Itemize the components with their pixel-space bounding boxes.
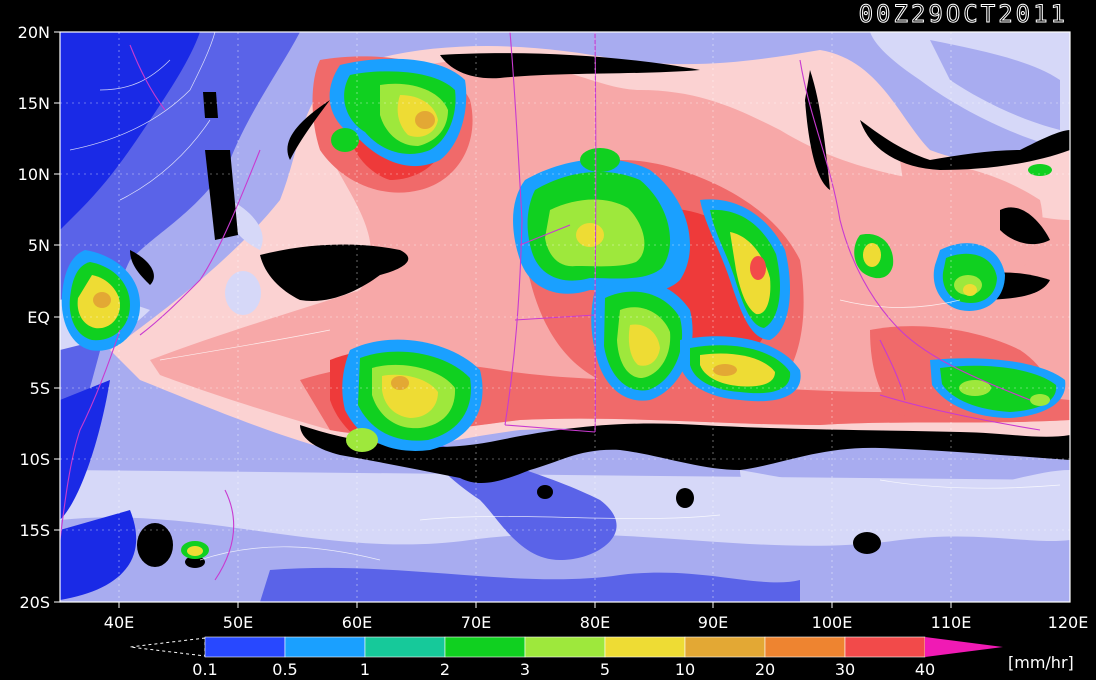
- colorbar-label: 10: [675, 660, 695, 679]
- colorbar-label: 20: [755, 660, 775, 679]
- colorbar-label: 3: [520, 660, 530, 679]
- colorbar-label: 1: [360, 660, 370, 679]
- colorbar-label: 0.1: [192, 660, 217, 679]
- colorbar-lower-arrow: [129, 637, 206, 657]
- no-rain-zones: [130, 53, 1070, 568]
- graticule: [60, 32, 1070, 602]
- colorbar-label: 30: [835, 660, 855, 679]
- colorbar-label: 5: [600, 660, 610, 679]
- map-timestamp: 00Z29OCT2011: [858, 0, 1068, 29]
- lat-label: 20N: [18, 23, 50, 42]
- lat-label: 10S: [19, 450, 50, 469]
- lat-label: 5N: [28, 236, 50, 255]
- contours: [69, 32, 1061, 561]
- colorbar-swatch: [444, 636, 526, 658]
- lon-label: 120E: [1048, 613, 1089, 632]
- lon-label: 100E: [812, 613, 853, 632]
- convective-cells: [61, 58, 1066, 559]
- colorbar-upper-arrow: [925, 637, 1003, 657]
- colorbar-label: 2: [440, 660, 450, 679]
- lon-label: 110E: [931, 613, 972, 632]
- colorbar-swatch: [684, 636, 766, 658]
- latitude-axis: 20N 15N 10N 5N EQ 5S 10S 15S 20S: [18, 23, 60, 612]
- colorbar-swatch: [764, 636, 846, 658]
- unit-label: [mm/hr]: [1008, 653, 1074, 672]
- colorbar-swatch: [364, 636, 446, 658]
- lat-label: 15S: [19, 521, 50, 540]
- lat-label: 20S: [19, 593, 50, 612]
- colorbar-swatch: [284, 636, 366, 658]
- colorbar-label: 40: [915, 660, 935, 679]
- lat-label: 15N: [18, 94, 50, 113]
- lon-label: 50E: [223, 613, 253, 632]
- lat-label: EQ: [27, 308, 50, 327]
- lat-label: 5S: [30, 379, 50, 398]
- lon-label: 40E: [104, 613, 134, 632]
- lon-label: 70E: [461, 613, 491, 632]
- colorbar-swatch: [604, 636, 686, 658]
- longitude-axis: 40E 50E 60E 70E 80E 90E 100E 110E 120E: [104, 602, 1089, 632]
- lon-label: 60E: [342, 613, 372, 632]
- colorbar-label: 0.5: [272, 660, 297, 679]
- colorbar-swatch: [524, 636, 606, 658]
- lon-label: 80E: [580, 613, 610, 632]
- colorbar-swatch: [204, 636, 286, 658]
- colorbar: 0.1 0.5 1 2 3 5 10 20 30 40: [129, 636, 1003, 679]
- colorbar-swatch: [844, 636, 926, 658]
- lon-label: 90E: [698, 613, 728, 632]
- lat-label: 10N: [18, 165, 50, 184]
